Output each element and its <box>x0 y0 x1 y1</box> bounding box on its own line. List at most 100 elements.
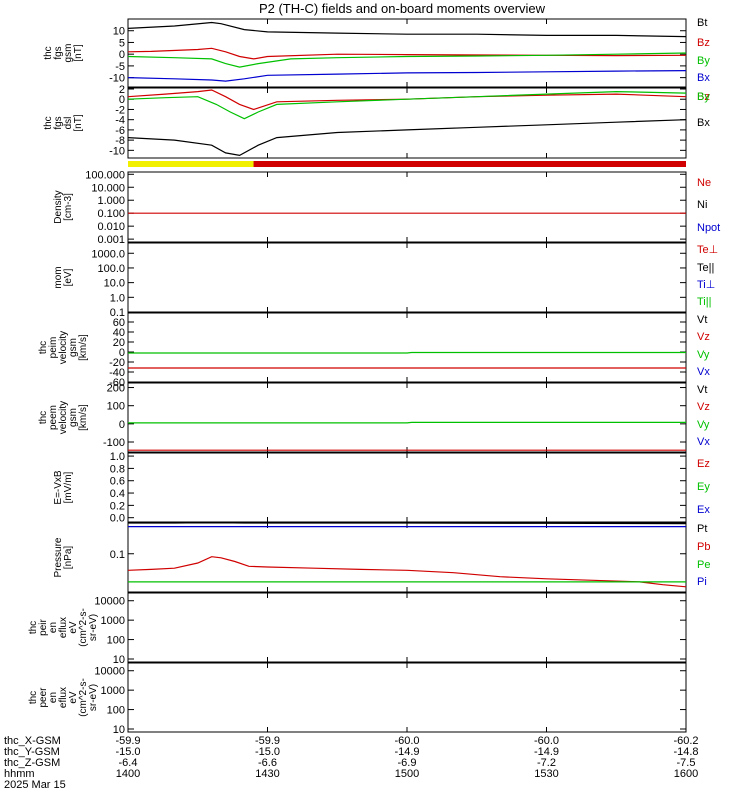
x-row-value: -59.9 <box>255 735 280 747</box>
y-tick-label: 60 <box>113 317 125 329</box>
legend-entry: Bx <box>697 72 710 84</box>
y-axis-label: gsm <box>63 44 74 63</box>
y-tick-label: 10000 <box>94 666 125 678</box>
legend-entry: Pt <box>697 523 707 535</box>
panel-frame <box>127 452 687 523</box>
legend-entry: Bz <box>697 37 710 49</box>
y-axis-label: thc <box>38 411 49 424</box>
legend-entry: Vx <box>697 436 710 448</box>
y-axis-label: thc <box>43 46 54 59</box>
x-row-value: 1500 <box>395 768 419 780</box>
legend-entry: Ne <box>697 177 711 189</box>
x-row-value: -14.9 <box>534 746 559 758</box>
y-tick-label: -5 <box>115 61 125 73</box>
y-tick-label: 40 <box>113 327 125 339</box>
y-axis-label: fgs <box>53 116 64 129</box>
legend-entry: Pi <box>697 576 707 588</box>
y-axis-label: eflux <box>58 617 69 638</box>
y-tick-label: -2 <box>115 104 125 116</box>
x-row-value: -15.0 <box>115 746 140 758</box>
legend-entry: Vy <box>697 349 710 361</box>
legend-entry: Ti⊥ <box>697 279 715 291</box>
panel-peir-spec: 10000 1000 100 10 thc peir en eflux eV (cm^2-s-sr… <box>28 592 687 666</box>
y-tick-label: 0.0 <box>110 513 125 525</box>
y-tick-label: 10.0 <box>104 278 125 290</box>
y-tick-label: -6 <box>115 125 125 137</box>
y-tick-label: -10 <box>109 145 125 157</box>
x-row-value: -14.8 <box>673 746 698 758</box>
y-axis-label: (cm^2-s- <box>78 608 89 647</box>
y-tick-label: 0.4 <box>110 488 125 500</box>
y-tick-label: 100 <box>107 705 125 717</box>
y-tick-label: 1000 <box>101 615 125 627</box>
y-tick-label: 0 <box>119 49 125 61</box>
y-tick-label: 1.0 <box>110 292 125 304</box>
y-tick-label: 0 <box>119 347 125 359</box>
y-tick-label: 1.000 <box>97 195 125 207</box>
y-axis-label: en <box>48 622 59 633</box>
y-axis-label: fgs <box>53 46 64 59</box>
y-tick-label: 10 <box>113 26 125 38</box>
y-tick-label: 20 <box>113 337 125 349</box>
y-axis-label: velocity <box>58 331 69 364</box>
legend-entry: Ey <box>697 481 710 493</box>
legend-entry: Ti|| <box>697 296 711 308</box>
mode-bar-segment <box>128 161 254 167</box>
y-axis-label: [eV] <box>63 268 74 286</box>
y-axis-label: thc <box>28 691 39 704</box>
y-axis-label: [km/s] <box>78 404 89 431</box>
panel-peem-velocity: 200 100 0 -100 thc peem velocity gsm [km/s] Vt Vz V… <box>38 382 710 453</box>
y-tick-label: -10 <box>109 73 125 85</box>
series-line-bt <box>127 21 687 38</box>
x-row-value: -15.0 <box>255 746 280 758</box>
y-axis-label: thc <box>28 621 39 634</box>
panel-efield: 1.00.80.60.40.20.0 E=-VxB [mV/m] Ez Ey Ex <box>53 451 710 525</box>
y-axis-label: Density <box>53 190 64 223</box>
y-tick-label: 10.000 <box>91 182 125 194</box>
y-axis-label: thc <box>43 116 54 129</box>
panel-temperature: 1000.0 100.0 10.0 1.0 0.1 mom [eV] Te⊥ Te|| Ti⊥ Ti… <box>53 242 718 319</box>
y-axis-label: [nT] <box>73 114 84 131</box>
x-row-label: 2025 Mar 15 <box>4 779 66 791</box>
y-axis-label: eV <box>68 691 79 704</box>
panel-frame <box>127 18 687 88</box>
x-row-value: 1600 <box>674 768 698 780</box>
y-tick-label: 1.0 <box>110 451 125 463</box>
x-row-value: -60.0 <box>534 735 559 747</box>
x-row-label: thc_Y-GSM <box>4 746 60 758</box>
y-tick-label: 200 <box>107 383 125 395</box>
legend-entry: Vt <box>697 384 707 396</box>
y-tick-label: 10 <box>113 654 125 666</box>
series-line-bz <box>127 89 687 111</box>
y-tick-label: 100.000 <box>85 169 125 181</box>
legend-entry: Vy <box>697 419 710 431</box>
y-axis-label: [km/s] <box>78 334 89 361</box>
x-row-value: -6.6 <box>258 757 277 769</box>
y-tick-label: 100 <box>107 401 125 413</box>
legend-entry: Vz <box>697 331 710 343</box>
y-tick-label: 0.2 <box>110 500 125 512</box>
x-row-label: thc_Z-GSM <box>4 757 60 769</box>
y-tick-label: 100.0 <box>97 263 125 275</box>
series-line-bz <box>127 47 687 60</box>
x-row-value: -59.9 <box>115 735 140 747</box>
y-tick-label: 0 <box>119 94 125 106</box>
legend-entry: Ez <box>697 458 710 470</box>
y-tick-label: 0.6 <box>110 476 125 488</box>
panel-frame <box>127 662 687 733</box>
panel-peer-spec: 10000 1000 100 10 thc peer en eflux eV (cm^2-s-sr… <box>28 662 687 736</box>
y-axis-label: dsl <box>63 117 74 130</box>
y-axis-label: peim <box>48 337 59 359</box>
y-axis-label: gsm <box>68 338 79 357</box>
y-axis-label: en <box>48 692 59 703</box>
y-tick-label: 0.001 <box>97 234 125 246</box>
y-tick-label: 5 <box>119 37 125 49</box>
y-axis-label: peer <box>38 687 49 708</box>
legend-entry: By <box>697 55 710 67</box>
